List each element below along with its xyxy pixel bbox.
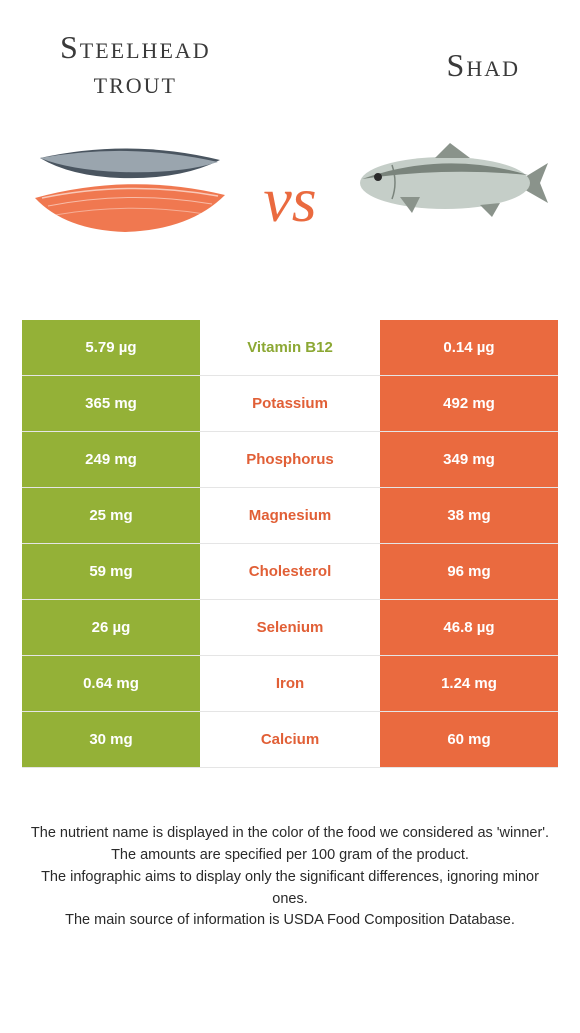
left-title-line2: trout [60,65,211,100]
footer-line1: The nutrient name is displayed in the co… [30,823,550,845]
nutrient-name: Potassium [200,376,380,431]
footer-line3: The infographic aims to display only the… [30,867,550,911]
left-food-title: Steelhead trout [60,30,211,100]
right-value: 46.8 µg [380,600,558,655]
nutrient-name: Phosphorus [200,432,380,487]
right-food-title: Shad [447,48,520,100]
right-value: 349 mg [380,432,558,487]
images-row: vs [0,110,580,290]
nutrient-name: Magnesium [200,488,380,543]
table-row: 59 mgCholesterol96 mg [22,544,558,600]
left-value: 59 mg [22,544,200,599]
table-row: 0.64 mgIron1.24 mg [22,656,558,712]
steelhead-image [30,130,230,250]
footer-line4: The main source of information is USDA F… [30,910,550,932]
shad-image [350,125,550,245]
right-value: 492 mg [380,376,558,431]
table-row: 30 mgCalcium60 mg [22,712,558,768]
nutrient-name: Cholesterol [200,544,380,599]
right-value: 0.14 µg [380,320,558,375]
table-row: 26 µgSelenium46.8 µg [22,600,558,656]
footer-line2: The amounts are specified per 100 gram o… [30,845,550,867]
left-value: 5.79 µg [22,320,200,375]
nutrient-name: Selenium [200,600,380,655]
footer-notes: The nutrient name is displayed in the co… [30,823,550,932]
right-value: 38 mg [380,488,558,543]
right-value: 1.24 mg [380,656,558,711]
right-value: 60 mg [380,712,558,767]
nutrient-table: 5.79 µgVitamin B120.14 µg365 mgPotassium… [22,320,558,768]
table-row: 249 mgPhosphorus349 mg [22,432,558,488]
right-value: 96 mg [380,544,558,599]
table-row: 5.79 µgVitamin B120.14 µg [22,320,558,376]
left-value: 25 mg [22,488,200,543]
left-value: 249 mg [22,432,200,487]
left-value: 0.64 mg [22,656,200,711]
table-row: 25 mgMagnesium38 mg [22,488,558,544]
left-title-line1: Steelhead [60,30,211,65]
nutrient-name: Calcium [200,712,380,767]
left-value: 365 mg [22,376,200,431]
table-row: 365 mgPotassium492 mg [22,376,558,432]
nutrient-name: Iron [200,656,380,711]
nutrient-name: Vitamin B12 [200,320,380,375]
vs-label: vs [263,163,316,237]
left-value: 30 mg [22,712,200,767]
header-row: Steelhead trout Shad [0,0,580,100]
left-value: 26 µg [22,600,200,655]
